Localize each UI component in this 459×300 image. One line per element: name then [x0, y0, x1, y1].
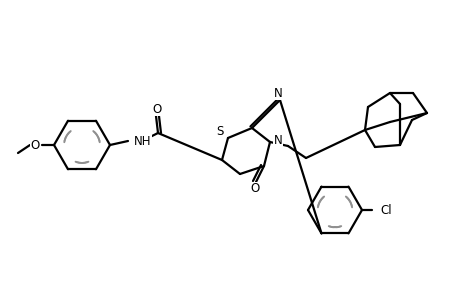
Text: N: N	[273, 86, 282, 100]
Text: Cl: Cl	[379, 203, 391, 217]
Text: O: O	[250, 182, 259, 196]
Text: O: O	[30, 139, 39, 152]
Text: NH: NH	[134, 134, 151, 148]
Text: S: S	[216, 124, 223, 137]
Text: N: N	[273, 134, 282, 146]
Text: O: O	[152, 103, 161, 116]
